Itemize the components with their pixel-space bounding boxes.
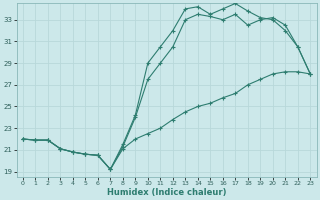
- X-axis label: Humidex (Indice chaleur): Humidex (Indice chaleur): [107, 188, 226, 197]
